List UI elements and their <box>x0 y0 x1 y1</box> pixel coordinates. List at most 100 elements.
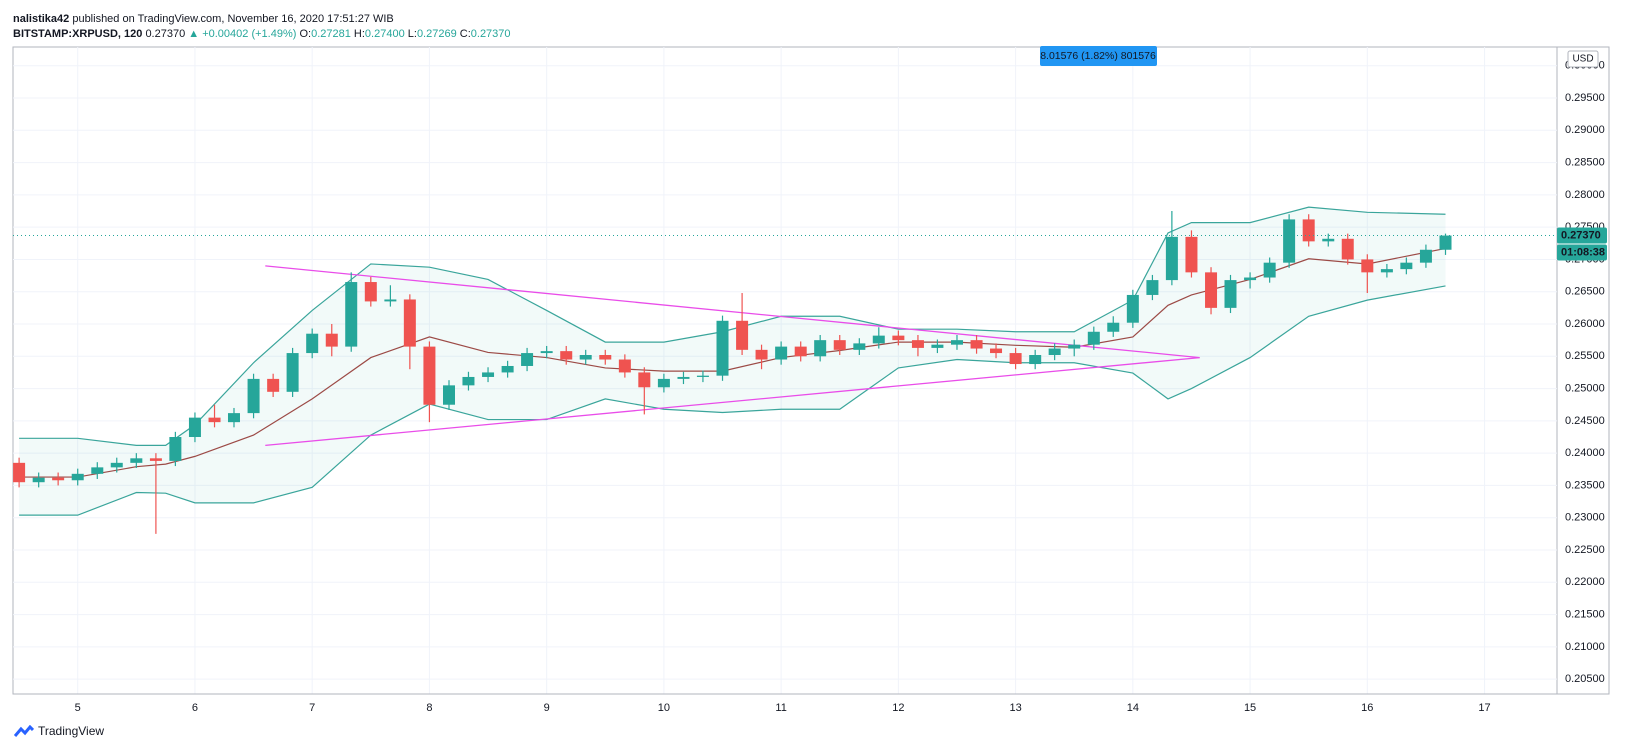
footer: TradingView <box>14 724 104 738</box>
last-price-label: 0.27370 <box>1561 229 1601 241</box>
candle-body <box>130 458 143 463</box>
c-value: 0.27370 <box>470 28 511 40</box>
l-label: L: <box>407 28 417 40</box>
candle-body <box>794 346 807 357</box>
candle-body <box>110 462 123 468</box>
y-tick-label: 0.20500 <box>1565 673 1605 685</box>
candle-body <box>638 372 651 388</box>
change: ▲ +0.00402 (+1.49%) <box>188 28 297 40</box>
candle-body <box>1341 238 1354 260</box>
candle-body <box>1439 235 1452 250</box>
candle-body <box>188 417 201 438</box>
candle-body <box>286 353 299 392</box>
candle-body <box>618 359 631 373</box>
x-tick-label: 13 <box>1009 702 1021 714</box>
o-label: O: <box>299 28 312 40</box>
y-tick-label: 0.21500 <box>1565 608 1605 620</box>
candle-body <box>657 378 670 388</box>
countdown-box <box>1557 244 1607 261</box>
candle-body <box>423 346 436 405</box>
y-tick-label: 0.29500 <box>1565 92 1605 104</box>
y-tick-label: 0.22000 <box>1565 576 1605 588</box>
y-tick-label: 0.21000 <box>1565 641 1605 653</box>
candle-body <box>1048 348 1061 356</box>
candle-body <box>227 413 240 423</box>
candle-body <box>911 340 924 348</box>
candle-body <box>1068 344 1081 349</box>
candle-body <box>872 335 885 344</box>
candle-body <box>247 378 260 414</box>
candle-body <box>716 320 729 376</box>
x-tick-label: 14 <box>1127 702 1139 714</box>
candle-body <box>814 340 827 357</box>
candle-body <box>325 333 338 347</box>
o-value: 0.27281 <box>311 28 351 40</box>
x-tick-label: 8 <box>426 702 432 714</box>
currency: USD <box>1572 54 1593 65</box>
candle-body <box>540 351 553 354</box>
y-tick-label: 0.23000 <box>1565 512 1605 524</box>
x-tick-label: 17 <box>1478 702 1490 714</box>
candle-body <box>403 299 416 347</box>
candle-body <box>755 349 768 360</box>
candle-body <box>52 477 65 481</box>
y-tick-label: 0.24000 <box>1565 447 1605 459</box>
candle-body <box>501 365 514 373</box>
l-value: 0.27269 <box>416 28 457 40</box>
candle-body <box>970 340 983 349</box>
band-fill <box>19 207 1446 516</box>
published: published on TradingView.com, November 1… <box>72 13 394 25</box>
candle-body <box>443 385 456 405</box>
x-tick-label: 15 <box>1244 702 1256 714</box>
trendline <box>265 265 1200 359</box>
candle-body <box>1165 236 1178 281</box>
author: nalistika42 <box>13 13 70 25</box>
candle-body <box>579 355 592 360</box>
candle-body <box>1009 353 1022 365</box>
x-tick-label: 9 <box>544 702 550 714</box>
candle-body <box>149 458 162 461</box>
header: nalistika42 published on TradingView.com… <box>13 12 511 42</box>
logo-icon <box>14 725 34 737</box>
candle-body <box>1087 331 1100 345</box>
candle-body <box>1380 269 1393 273</box>
candle-body <box>208 417 221 423</box>
candle-body <box>853 343 866 350</box>
x-tick-label: 12 <box>892 702 904 714</box>
header-line-2: BITSTAMP:XRPUSD, 120 0.27370 ▲ +0.00402 … <box>13 27 511 42</box>
candle-body <box>32 477 45 483</box>
h-label: H: <box>353 28 365 40</box>
candle-body <box>892 335 905 341</box>
last-price-box <box>1557 227 1607 244</box>
countdown: 01:08:38 <box>1561 246 1605 258</box>
x-tick-label: 5 <box>75 702 81 714</box>
candle-body <box>1205 272 1218 308</box>
band-lower <box>19 285 1446 516</box>
candle-body <box>364 282 377 302</box>
x-tick-label: 11 <box>775 702 786 714</box>
candle-body <box>306 333 319 354</box>
candle-body <box>1224 280 1237 308</box>
trendline <box>265 356 1200 447</box>
candle-body <box>1029 355 1042 365</box>
candle-body <box>1126 294 1139 323</box>
candle-body <box>1361 259 1374 273</box>
candle-body <box>696 375 709 377</box>
candle-body <box>13 462 26 483</box>
candle-body <box>599 355 612 360</box>
candle-body <box>931 344 944 348</box>
y-tick-label: 0.23500 <box>1565 479 1605 491</box>
candle-body <box>677 376 690 379</box>
candle-body <box>990 348 1003 354</box>
candle-body <box>833 340 846 350</box>
price: 0.27370 <box>145 28 186 40</box>
candle-body <box>560 351 573 360</box>
currency-box <box>1567 50 1599 68</box>
candle-body <box>71 473 84 481</box>
y-tick-label: 0.29000 <box>1565 124 1605 136</box>
c-label: C: <box>459 28 471 40</box>
candle-body <box>1419 249 1432 263</box>
y-tick-label: 0.28000 <box>1565 189 1605 201</box>
